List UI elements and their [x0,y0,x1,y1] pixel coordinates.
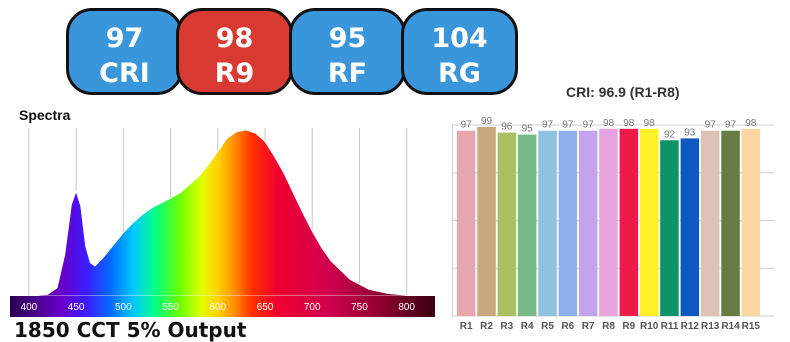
cri-value-label: 92 [664,129,676,140]
cri-category-label: R1 [460,321,473,331]
cri-category-label: R2 [480,321,493,331]
cri-value-label: 99 [481,117,493,127]
badge-value: 104 [431,23,488,54]
cri-value-label: 97 [725,120,737,131]
spectrum-tick-label: 500 [115,302,132,313]
spectrum-chart: 400 450 500 550 600 650 700 750 800 [10,128,435,317]
cri-category-label: R5 [541,321,554,331]
cri-value-label: 97 [461,120,473,131]
cri-bar [741,128,761,316]
cri-value-label: 95 [522,124,534,135]
cri-value-label: 98 [603,118,615,129]
cri-badge: 97 CRI [66,8,183,95]
cri-value-label: 97 [562,120,574,131]
spectrum-tick-label: 700 [304,302,321,313]
cri-value-label: 97 [542,120,554,131]
spectra-title: Spectra [19,107,71,123]
cri-category-label: R11 [661,321,679,331]
cri-bar [599,128,618,316]
badge-label: RF [327,58,368,89]
cri-bar [477,126,496,317]
cri-chart-title: CRI: 96.9 (R1-R8) [566,84,680,100]
spectrum-tick-label: 400 [21,302,38,313]
cri-category-label: R15 [742,321,761,331]
cri-bar [497,132,517,316]
spectrum-tick-label: 450 [68,302,85,313]
spectrum-tick-label: 600 [209,302,226,313]
cri-category-label: R13 [701,321,720,331]
spectrum-tick-label: 650 [257,302,274,313]
cri-bar [619,128,639,316]
cri-category-label: R12 [681,321,700,331]
badge-label: CRI [99,58,150,89]
cri-value-label: 98 [623,118,635,129]
cri-bar-chart: 97 99 96 95 97 97 97 98 98 98 92 93 97 97 98 R1 R2 R3 R4 R… [452,117,774,331]
cri-value-label: 96 [501,122,513,133]
wavelength-axis-band [10,296,435,317]
rg-badge: 104 RG [401,8,518,95]
cri-category-label: R7 [582,321,595,331]
cri-category-label: R3 [500,321,513,331]
spectrum-curve [10,129,435,297]
cri-category-label: R8 [602,321,615,331]
cri-bar [578,130,598,316]
badge-label: R9 [214,58,255,89]
cri-value-label: 98 [644,118,656,129]
cri-category-label: R9 [622,321,635,331]
cri-bar [700,130,720,316]
cri-value-label: 97 [705,120,717,131]
badge-label: RG [438,58,481,89]
badge-value: 98 [215,23,254,54]
cri-category-label: R10 [640,321,659,331]
cri-bar [517,134,537,316]
badge-value: 97 [105,23,144,54]
cri-value-label: 98 [745,118,757,129]
cri-value-label: 93 [684,127,696,138]
spectrum-tick-label: 800 [398,302,415,313]
cri-category-label: R6 [561,321,574,331]
cri-bar [558,130,578,316]
cri-value-label: 97 [583,120,595,131]
rf-badge: 95 RF [289,8,406,95]
cri-bar [538,130,557,316]
r9-badge: 98 R9 [176,8,293,95]
spectrum-tick-label: 550 [162,302,179,313]
spectrum-tick-label: 750 [351,302,368,313]
bottom-title: 1850 CCT 5% Output [14,318,247,342]
cri-category-label: R4 [521,321,534,331]
badge-value: 95 [328,23,367,54]
cri-bar [721,130,740,316]
cri-bar [639,128,659,316]
cri-bar [660,140,679,316]
cri-bar [680,138,700,316]
cri-category-label: R14 [721,321,740,331]
cri-bar [456,130,476,316]
